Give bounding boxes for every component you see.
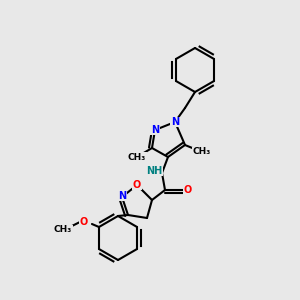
Text: N: N bbox=[118, 191, 126, 201]
Text: O: O bbox=[80, 217, 88, 227]
Text: N: N bbox=[151, 125, 159, 135]
Text: CH₃: CH₃ bbox=[128, 152, 146, 161]
Text: O: O bbox=[184, 185, 192, 195]
Text: CH₃: CH₃ bbox=[193, 148, 211, 157]
Text: NH: NH bbox=[146, 166, 162, 176]
Text: O: O bbox=[133, 180, 141, 190]
Text: CH₃: CH₃ bbox=[54, 226, 72, 235]
Text: N: N bbox=[171, 117, 179, 127]
